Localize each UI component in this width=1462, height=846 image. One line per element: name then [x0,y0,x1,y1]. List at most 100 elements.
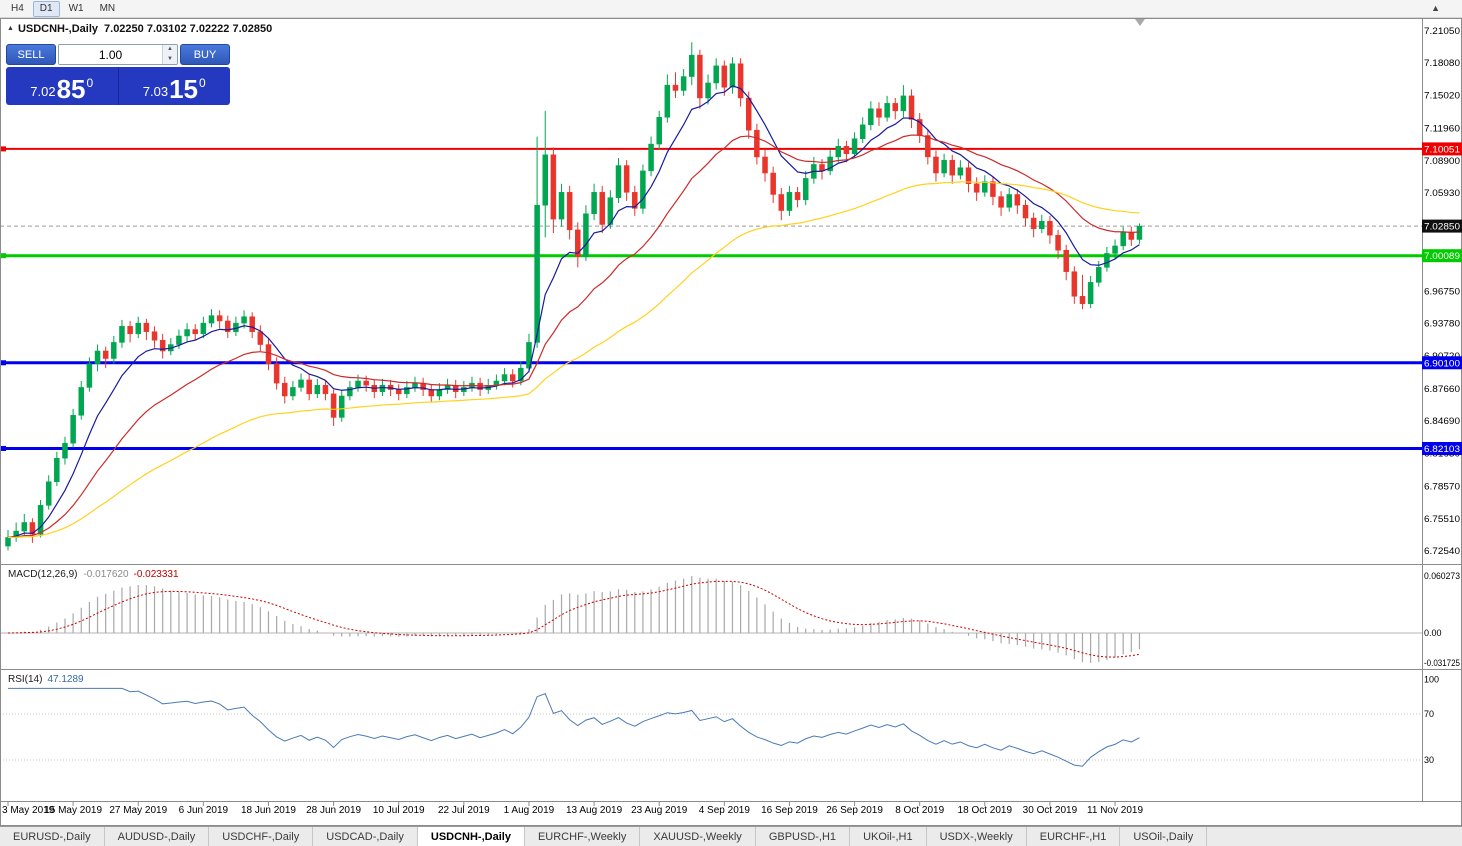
one-click-toggle-icon[interactable]: ▲ [7,25,14,32]
rsi-value: 47.1289 [47,674,84,685]
bid-price[interactable]: 7.02 85 0 [6,67,118,105]
rsi-axis-labels: 100 70 30 [1424,675,1439,766]
volume-up-button[interactable]: ▲ [163,45,177,55]
svg-text:6.90720: 6.90720 [1424,351,1460,361]
svg-text:10 Jul 2019: 10 Jul 2019 [373,805,425,816]
svg-text:7.10051: 7.10051 [1424,144,1460,154]
svg-text:22 Jul 2019: 22 Jul 2019 [438,805,490,816]
svg-text:7.02850: 7.02850 [1424,222,1460,232]
volume-down-button[interactable]: ▼ [163,54,177,64]
chart-tab-usdx-weekly[interactable]: USDX-,Weekly [927,827,1027,846]
ask-prefix: 7.03 [142,84,169,99]
svg-text:13 Aug 2019: 13 Aug 2019 [566,805,623,816]
ma-55-line [7,181,1140,539]
date-labels: 3 May 201915 May 2019 27 May 2019 6 Jun 20… [2,802,1143,816]
svg-text:28 Jun 2019: 28 Jun 2019 [306,805,361,816]
svg-text:30: 30 [1424,755,1434,765]
time-axis[interactable] [0,802,1422,824]
svg-text:-0.031725: -0.031725 [1424,658,1460,668]
svg-text:0.00: 0.00 [1424,628,1442,638]
hline-handle[interactable] [1,360,6,366]
chart-tab-ukoil-h1[interactable]: UKOil-,H1 [850,827,927,846]
chart-tab-usdcad-daily[interactable]: USDCAD-,Daily [313,827,418,846]
chart-tab-eurchf-weekly[interactable]: EURCHF-,Weekly [525,827,641,846]
macd-signal-line [7,580,1140,658]
timeframe-toolbar: ▲ H4 D1 W1 MN [0,0,1462,18]
svg-text:7.21050: 7.21050 [1424,26,1460,36]
chart-symbol-label: USDCNH-,Daily [17,23,99,35]
svg-text:6.87660: 6.87660 [1424,384,1460,394]
svg-text:3 May 2019: 3 May 2019 [2,805,55,816]
chart-title: ▲ USDCNH-,Daily 7.02250 7.03102 7.02222 7.… [7,23,272,35]
chart-tab-eurusd-daily[interactable]: EURUSD-,Daily [0,827,105,846]
hline-handle[interactable] [1,146,6,152]
chart-tab-xauusd-weekly[interactable]: XAUUSD-,Weekly [640,827,756,846]
svg-text:7.00089: 7.00089 [1424,251,1460,261]
macd-label: MACD(12,26,9) -0.017620 -0.023331 [8,569,179,580]
timeframe-h4[interactable]: H4 [11,2,24,14]
svg-text:6 Jun 2019: 6 Jun 2019 [179,805,229,816]
macd-axis-labels: 0.060273 0.00 -0.031725 [1424,571,1460,668]
svg-text:23 Aug 2019: 23 Aug 2019 [631,805,688,816]
svg-text:18 Oct 2019: 18 Oct 2019 [958,805,1013,816]
volume-input[interactable] [59,45,162,64]
last-price-badge: 7.02850 [1422,219,1462,233]
svg-text:7.05930: 7.05930 [1424,188,1460,198]
svg-text:18 Jun 2019: 18 Jun 2019 [241,805,296,816]
svg-text:6.78570: 6.78570 [1424,481,1460,491]
ma-21-line [7,134,1140,539]
macd-main-value: -0.017620 [83,569,129,580]
svg-text:6.90100: 6.90100 [1424,358,1460,368]
svg-text:30 Oct 2019: 30 Oct 2019 [1023,805,1078,816]
chart-tab-usdcnh-daily[interactable]: USDCNH-,Daily [417,827,525,846]
price-axis[interactable] [1422,18,1462,802]
price-badge-7.00089: 7.00089 [1422,249,1462,263]
macd-histogram [15,576,1141,663]
svg-text:11 Nov 2019: 11 Nov 2019 [1087,805,1143,816]
timeframe-d1[interactable]: D1 [32,0,60,17]
svg-text:7.15020: 7.15020 [1424,91,1460,101]
svg-text:100: 100 [1424,675,1439,685]
svg-text:7.18080: 7.18080 [1424,58,1460,68]
rsi-label: RSI(14) 47.1289 [8,674,84,685]
rsi-line [8,687,1140,767]
svg-text:1 Aug 2019: 1 Aug 2019 [504,805,555,816]
macd-pane-divider[interactable] [0,560,1462,568]
hline-handle[interactable] [1,253,6,259]
price-badge-7.10051: 7.10051 [1422,142,1462,156]
sell-button[interactable]: SELL [6,44,56,65]
svg-text:6.75510: 6.75510 [1424,514,1460,524]
timeframe-w1[interactable]: W1 [68,2,84,14]
svg-text:70: 70 [1424,709,1434,719]
ask-big-digits: 15 [169,74,199,104]
toolbar-arrow-icon[interactable]: ▲ [1431,3,1440,13]
svg-text:16 Sep 2019: 16 Sep 2019 [761,805,818,816]
chart-tab-usoil-daily[interactable]: USOil-,Daily [1120,827,1208,846]
svg-text:15 May 2019: 15 May 2019 [44,805,102,816]
bid-pip-digit: 0 [86,76,94,90]
svg-text:6.84690: 6.84690 [1424,416,1460,426]
volume-box: ▲ ▼ [58,44,178,65]
timeframe-mn[interactable]: MN [99,2,116,14]
candles [5,42,1143,551]
rsi-pane-divider[interactable] [0,665,1462,673]
chart-ohlc-values: 7.02250 7.03102 7.02222 7.02850 [104,23,273,35]
volume-spinner: ▲ ▼ [162,45,177,64]
chart-tab-audusd-daily[interactable]: AUDUSD-,Daily [105,827,210,846]
bid-prefix: 7.02 [30,84,56,99]
svg-text:6.72540: 6.72540 [1424,546,1460,556]
svg-text:4 Sep 2019: 4 Sep 2019 [699,805,751,816]
ask-pip-digit: 0 [199,76,206,90]
hline-handle[interactable] [1,445,6,451]
chart-canvas[interactable]: 7.21050 7.18080 7.15020 7.11960 7.08900 7.059… [0,0,1462,826]
ask-price[interactable]: 7.03 15 0 [117,67,230,105]
chart-tab-eurchf-h1[interactable]: EURCHF-,H1 [1027,827,1121,846]
svg-text:26 Sep 2019: 26 Sep 2019 [826,805,883,816]
buy-button[interactable]: BUY [180,44,230,65]
ma-8-line [7,85,1140,539]
svg-text:27 May 2019: 27 May 2019 [109,805,167,816]
svg-text:7.08900: 7.08900 [1424,156,1460,166]
chart-tab-gbpusd-h1[interactable]: GBPUSD-,H1 [756,827,851,846]
chart-tab-usdchf-daily[interactable]: USDCHF-,Daily [209,827,314,846]
